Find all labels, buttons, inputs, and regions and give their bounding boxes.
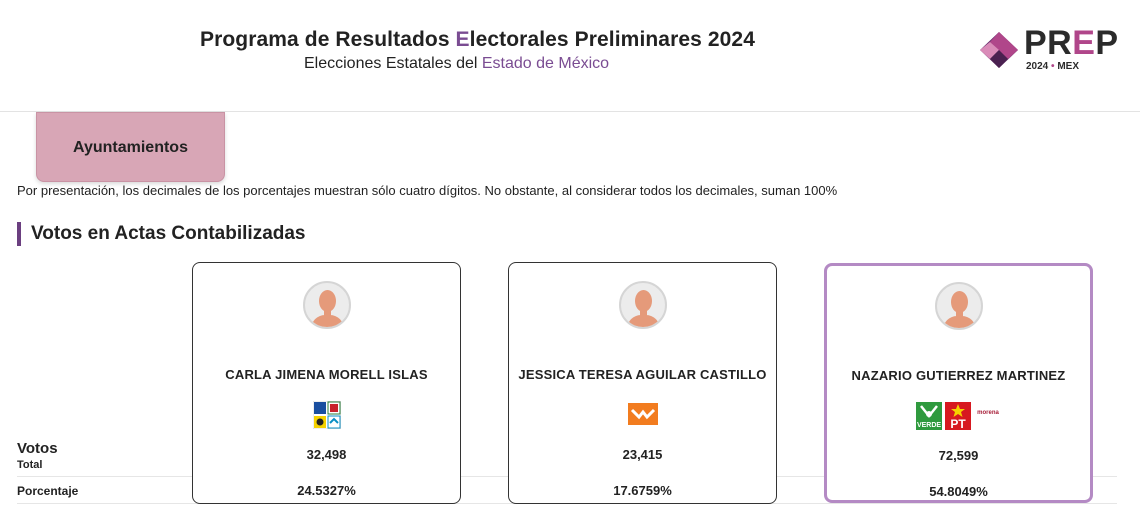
prep-logo[interactable]: PREP 2024 • MEX xyxy=(978,26,1128,74)
candidate-percentage: 17.6759% xyxy=(613,483,672,498)
pt-logo-icon: PT xyxy=(944,402,971,430)
page-subtitle: Elecciones Estatales del Estado de Méxic… xyxy=(304,55,610,72)
morena-logo-text: morena xyxy=(977,410,999,416)
prep-logo-text: PREP xyxy=(1024,24,1119,62)
movimiento-ciudadano-logo-icon xyxy=(627,403,658,425)
pan-prd-pri-coalition-logo-icon xyxy=(312,401,341,429)
percentage-row-label: Porcentaje xyxy=(17,484,79,498)
decimals-note: Por presentación, los decimales de los p… xyxy=(17,183,838,198)
tab-ayuntamientos[interactable]: Ayuntamientos xyxy=(36,112,225,182)
candidate-votes: 32,498 xyxy=(306,447,347,462)
verde-logo-text: VERDE xyxy=(916,422,940,429)
prep-logo-subtext: 2024 • MEX xyxy=(1026,61,1079,72)
candidate-avatar-icon xyxy=(619,281,667,329)
section-title: Votos en Actas Contabilizadas xyxy=(17,222,306,246)
total-row-sublabel: Total xyxy=(17,459,43,471)
votes-row-label: Votos xyxy=(17,440,58,457)
party-logos xyxy=(509,401,776,431)
party-logos: VERDE PT morena xyxy=(827,402,1090,432)
candidate-card[interactable]: CARLA JIMENA MORELL ISLAS 32,498 24.5327… xyxy=(192,262,461,504)
candidate-votes: 23,415 xyxy=(622,447,663,462)
candidate-avatar-icon xyxy=(935,282,983,330)
candidate-name: JESSICA TERESA AGUILAR CASTILLO xyxy=(518,367,767,382)
page-header: Programa de Resultados Electorales Preli… xyxy=(0,0,1140,112)
pt-logo-text: PT xyxy=(950,417,966,430)
candidate-avatar-icon xyxy=(303,281,351,329)
candidate-name: CARLA JIMENA MORELL ISLAS xyxy=(225,367,428,382)
candidate-votes: 72,599 xyxy=(938,448,979,463)
candidate-name: NAZARIO GUTIERREZ MARTINEZ xyxy=(851,368,1066,383)
page-title: Programa de Resultados Electorales Preli… xyxy=(200,28,755,51)
candidate-percentage: 24.5327% xyxy=(297,483,356,498)
tab-ayuntamientos-label: Ayuntamientos xyxy=(73,139,188,156)
candidate-card[interactable]: JESSICA TERESA AGUILAR CASTILLO 23,415 1… xyxy=(508,262,777,504)
morena-logo-icon: morena xyxy=(973,402,1002,430)
verde-logo-icon: VERDE xyxy=(915,402,942,430)
prep-diamond-icon xyxy=(980,32,1018,68)
candidate-percentage: 54.8049% xyxy=(929,484,988,499)
candidate-card-leading[interactable]: NAZARIO GUTIERREZ MARTINEZ VERDE PT more… xyxy=(824,263,1093,503)
party-logos xyxy=(193,401,460,431)
